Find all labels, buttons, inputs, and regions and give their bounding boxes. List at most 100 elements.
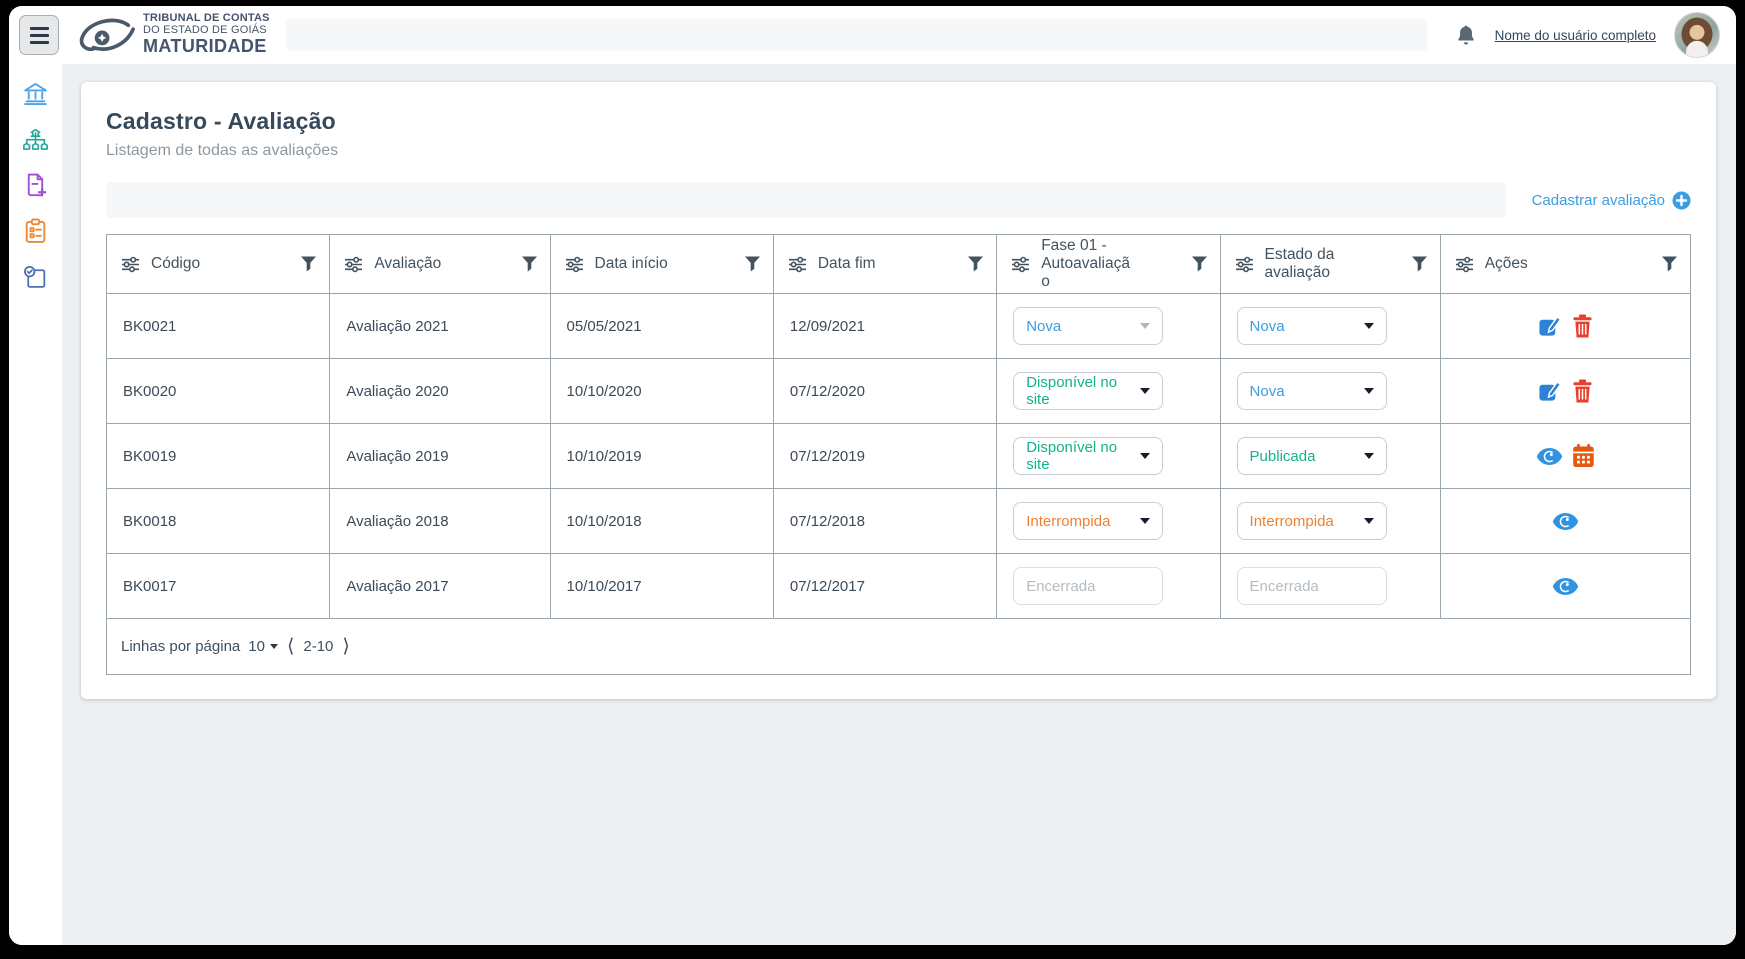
filter-funnel-icon[interactable] [1661, 256, 1678, 272]
row-avaliacao: Avaliação 2020 [346, 382, 449, 400]
edit-icon[interactable] [1538, 379, 1563, 404]
filter-funnel-icon[interactable] [967, 256, 984, 272]
estado-select[interactable]: Publicada [1236, 437, 1387, 475]
trash-icon[interactable] [1572, 314, 1593, 338]
next-page-icon[interactable]: ⟩ [342, 636, 350, 657]
row-codigo: BK0017 [123, 577, 177, 595]
filter-funnel-icon[interactable] [300, 256, 317, 272]
eye-icon[interactable] [1552, 577, 1579, 596]
tune-icon[interactable] [1011, 256, 1030, 273]
sidebar-item-bank-icon[interactable] [22, 80, 50, 106]
user-profile-link[interactable]: Nome do usuário completo [1494, 27, 1656, 43]
fase-select[interactable]: Interrompida [1013, 502, 1164, 540]
sidebar-item-file-plus-icon[interactable] [22, 172, 50, 198]
column-header: Ações [1439, 234, 1692, 294]
previous-page-icon[interactable]: ⟨ [286, 636, 295, 657]
table-header-row: Código Avaliação [105, 234, 1692, 294]
table-body: BK0021 Avaliação 2021 05/05/2021 12/09/2… [105, 293, 1692, 619]
table-row: BK0017 Avaliação 2017 10/10/2017 07/12/2… [105, 553, 1692, 619]
row-data-fim: 07/12/2018 [789, 512, 865, 530]
table-filter-input[interactable] [106, 182, 1506, 218]
row-data-inicio: 10/10/2018 [566, 512, 642, 530]
rows-per-page-value: 10 [248, 638, 265, 655]
filter-funnel-icon[interactable] [521, 256, 538, 272]
user-avatar[interactable] [1674, 12, 1720, 58]
tune-icon[interactable] [121, 256, 140, 273]
estado-select: Encerrada [1236, 567, 1387, 605]
tune-icon[interactable] [788, 256, 807, 273]
tune-icon[interactable] [565, 256, 584, 273]
tune-icon[interactable] [344, 256, 363, 273]
fase-select-value: Disponível no site [1026, 439, 1118, 473]
row-avaliacao: Avaliação 2018 [346, 512, 449, 530]
estado-select[interactable]: Nova [1236, 372, 1387, 410]
chevron-down-icon [1140, 518, 1151, 524]
fase-select[interactable]: Disponível no site [1013, 372, 1164, 410]
main-content: Cadastro - Avaliação Listagem de todas a… [62, 64, 1736, 945]
tune-icon[interactable] [1235, 256, 1254, 273]
sidebar-item-note-check-icon[interactable] [22, 264, 50, 290]
sidebar [9, 64, 62, 945]
hamburger-menu-button[interactable] [19, 15, 59, 55]
calendar-icon[interactable] [1572, 444, 1595, 468]
table-row: BK0019 Avaliação 2019 10/10/2019 07/12/2… [105, 423, 1692, 489]
plus-circle-icon [1672, 191, 1691, 209]
chevron-down-icon [269, 644, 278, 649]
estado-select-value: Encerrada [1249, 577, 1319, 595]
tune-icon[interactable] [1455, 256, 1474, 273]
estado-select-value: Publicada [1249, 447, 1316, 465]
estado-select-value: Nova [1249, 317, 1285, 335]
table-row: BK0018 Avaliação 2018 10/10/2018 07/12/2… [105, 488, 1692, 554]
sidebar-item-clipboard-list-icon[interactable] [22, 218, 50, 244]
row-data-fim: 12/09/2021 [789, 317, 865, 335]
edit-icon[interactable] [1538, 314, 1563, 339]
row-data-inicio: 10/10/2019 [566, 447, 642, 465]
row-codigo: BK0020 [123, 382, 177, 400]
card: Cadastro - Avaliação Listagem de todas a… [81, 82, 1716, 699]
chevron-down-icon [1363, 323, 1374, 329]
fase-select-value: Nova [1026, 317, 1062, 335]
eye-icon[interactable] [1552, 512, 1579, 531]
column-header: Estado da avaliação [1219, 234, 1441, 294]
filter-row: Cadastrar avaliação [106, 182, 1691, 218]
evaluations-table: Código Avaliação [105, 234, 1692, 675]
fase-select[interactable]: Nova [1013, 307, 1164, 345]
logo-line-1: TRIBUNAL DE CONTAS [143, 12, 270, 25]
topbar-search-input[interactable] [285, 19, 1427, 51]
filter-funnel-icon[interactable] [1411, 256, 1428, 272]
estado-select-value: Interrompida [1249, 512, 1334, 530]
estado-select[interactable]: Nova [1236, 307, 1387, 345]
chevron-down-icon [1363, 518, 1374, 524]
eye-icon[interactable] [1536, 447, 1563, 466]
app-logo: TRIBUNAL DE CONTAS DO ESTADO DE GOIÁS MA… [73, 13, 270, 57]
column-header-label: Data fim [817, 255, 876, 273]
filter-funnel-icon[interactable] [1191, 256, 1208, 272]
sidebar-item-org-structure-icon[interactable] [22, 126, 50, 152]
column-header: Fase 01 - Autoavaliação [996, 234, 1221, 294]
logo-line-3: MATURIDADE [143, 36, 267, 57]
logo-line-2: DO ESTADO DE GOIÁS [143, 24, 267, 37]
rows-per-page-label: Linhas por página [121, 638, 241, 655]
fase-select: Encerrada [1013, 567, 1164, 605]
chevron-down-icon [1140, 453, 1151, 459]
row-data-fim: 07/12/2017 [789, 577, 865, 595]
chevron-down-icon [1140, 388, 1151, 394]
fase-select-value: Encerrada [1026, 577, 1096, 595]
row-codigo: BK0019 [123, 447, 177, 465]
row-data-inicio: 10/10/2017 [566, 577, 642, 595]
page-subtitle: Listagem de todas as avaliações [106, 142, 339, 159]
rows-per-page-select[interactable]: 10 [248, 638, 278, 655]
column-header-label: Código [151, 255, 201, 273]
fase-select[interactable]: Disponível no site [1013, 437, 1164, 475]
estado-select[interactable]: Interrompida [1236, 502, 1387, 540]
chevron-down-icon [1363, 453, 1374, 459]
column-header-label: Fase 01 - Autoavaliação [1041, 237, 1130, 290]
add-evaluation-label: Cadastrar avaliação [1531, 191, 1665, 209]
row-data-inicio: 10/10/2020 [566, 382, 642, 400]
add-evaluation-link[interactable]: Cadastrar avaliação [1532, 191, 1691, 210]
filter-funnel-icon[interactable] [744, 256, 761, 272]
eye-logo-icon [79, 18, 135, 52]
trash-icon[interactable] [1572, 379, 1593, 403]
bell-icon[interactable] [1455, 23, 1477, 48]
column-header-label: Avaliação [374, 255, 442, 273]
